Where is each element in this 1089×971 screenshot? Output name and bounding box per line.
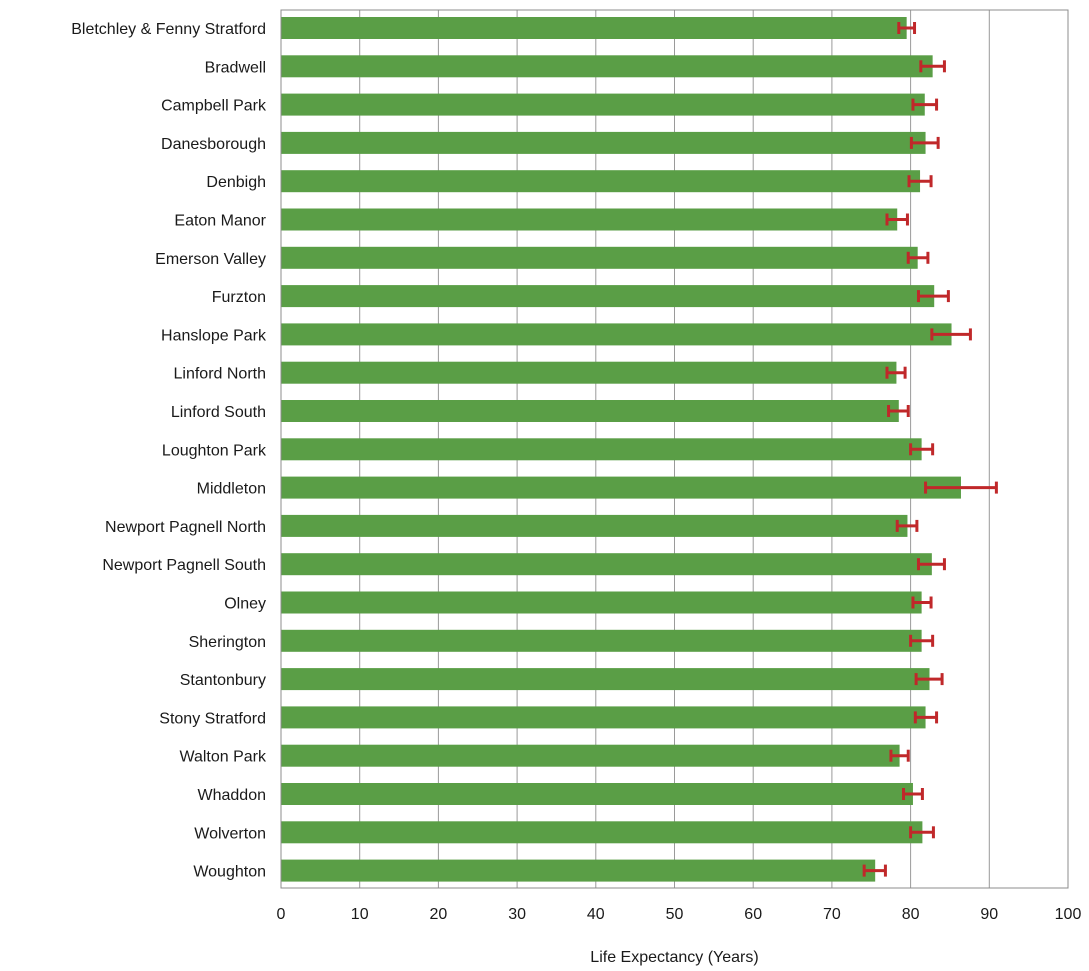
x-tick-label: 80 <box>902 906 920 923</box>
category-label: Newport Pagnell North <box>105 519 266 536</box>
bar <box>281 17 907 39</box>
bar <box>281 591 922 614</box>
category-label: Wolverton <box>194 825 266 842</box>
bar <box>281 285 935 308</box>
category-label: Linford North <box>174 366 267 383</box>
bar <box>281 514 908 537</box>
bar <box>281 131 926 154</box>
bar <box>281 55 933 78</box>
bars <box>281 17 961 882</box>
category-label: Emerson Valley <box>155 251 266 268</box>
bar <box>281 744 900 767</box>
category-label: Stony Stratford <box>159 710 266 727</box>
bar <box>281 323 952 346</box>
error-bars <box>862 22 998 877</box>
bar <box>281 859 876 882</box>
category-label: Stantonbury <box>180 672 266 689</box>
bar <box>281 438 922 461</box>
x-tick-label: 60 <box>744 906 762 923</box>
category-label: Denbigh <box>206 174 266 191</box>
category-label: Bradwell <box>205 59 266 76</box>
category-label: Danesborough <box>161 136 266 153</box>
x-tick-label: 90 <box>980 906 998 923</box>
bar <box>281 170 921 193</box>
category-label: Woughton <box>193 864 266 881</box>
plot-frame <box>280 9 1069 889</box>
category-label: Sherington <box>189 634 266 651</box>
category-label: Olney <box>224 596 266 613</box>
category-label: Newport Pagnell South <box>102 557 266 574</box>
category-labels: Bletchley & Fenny Stratford Bradwell Campb… <box>71 21 267 881</box>
bar <box>281 361 897 384</box>
x-tick-label: 30 <box>508 906 526 923</box>
category-label: Eaton Manor <box>174 213 266 230</box>
x-tick-label: 10 <box>351 906 369 923</box>
category-label: Furzton <box>212 289 266 306</box>
category-label: Middleton <box>197 481 266 498</box>
category-label: Loughton Park <box>162 442 267 459</box>
category-label: Hanslope Park <box>161 327 267 344</box>
bar <box>281 821 923 844</box>
bar <box>281 400 899 422</box>
category-label: Campbell Park <box>161 98 267 115</box>
x-tick-label: 0 <box>277 906 286 923</box>
bar <box>281 706 926 729</box>
bar <box>281 476 961 499</box>
x-tick-label: 40 <box>587 906 605 923</box>
bar <box>281 246 918 269</box>
category-label: Walton Park <box>179 749 267 766</box>
category-label: Linford South <box>171 404 266 421</box>
bar <box>281 93 925 116</box>
x-tick-label: 20 <box>430 906 448 923</box>
x-tick-label: 70 <box>823 906 841 923</box>
x-tick-label: 100 <box>1055 906 1082 923</box>
category-label: Whaddon <box>198 787 267 804</box>
category-label: Bletchley & Fenny Stratford <box>71 21 266 38</box>
x-axis-title: Life Expectancy (Years) <box>590 949 758 966</box>
bar <box>281 553 932 576</box>
x-tick-labels: 0 10 20 30 40 50 60 70 80 90 100 <box>277 906 1082 923</box>
bar <box>281 208 898 231</box>
bar <box>281 783 913 805</box>
bar <box>281 668 930 691</box>
x-tick-label: 50 <box>666 906 684 923</box>
bar <box>281 629 922 652</box>
